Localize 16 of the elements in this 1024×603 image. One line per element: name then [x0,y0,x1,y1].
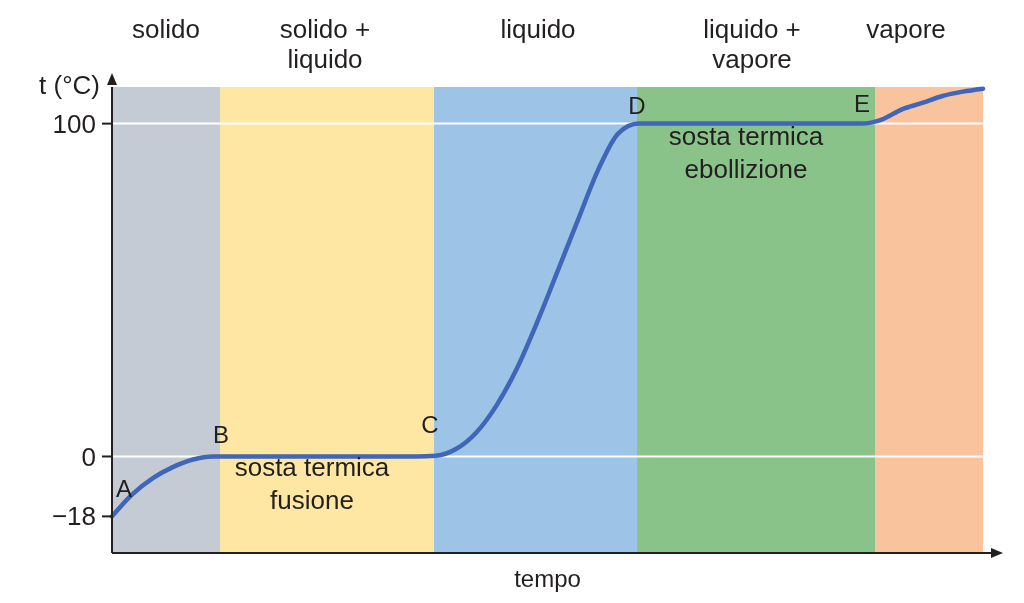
annotation: sosta termica fusione [234,452,390,515]
text: solido + liquido [279,14,371,74]
y-tick-label: 100 [52,108,96,139]
annotation: sosta termica ebollizione [668,121,824,184]
annotation: E [853,90,871,117]
annotation: A [115,475,133,502]
annotation: C [421,411,439,438]
annotation: B [212,421,230,448]
text: liquido [500,14,576,44]
text: solido [132,14,200,44]
y-tick-label: 0 [81,441,96,472]
y-axis-title: t (°C) [39,70,100,100]
x-axis-title: tempo [514,565,581,592]
y-tick-label: −18 [51,501,96,532]
text: vapore [866,14,946,44]
text: liquido + vapore [703,14,801,74]
